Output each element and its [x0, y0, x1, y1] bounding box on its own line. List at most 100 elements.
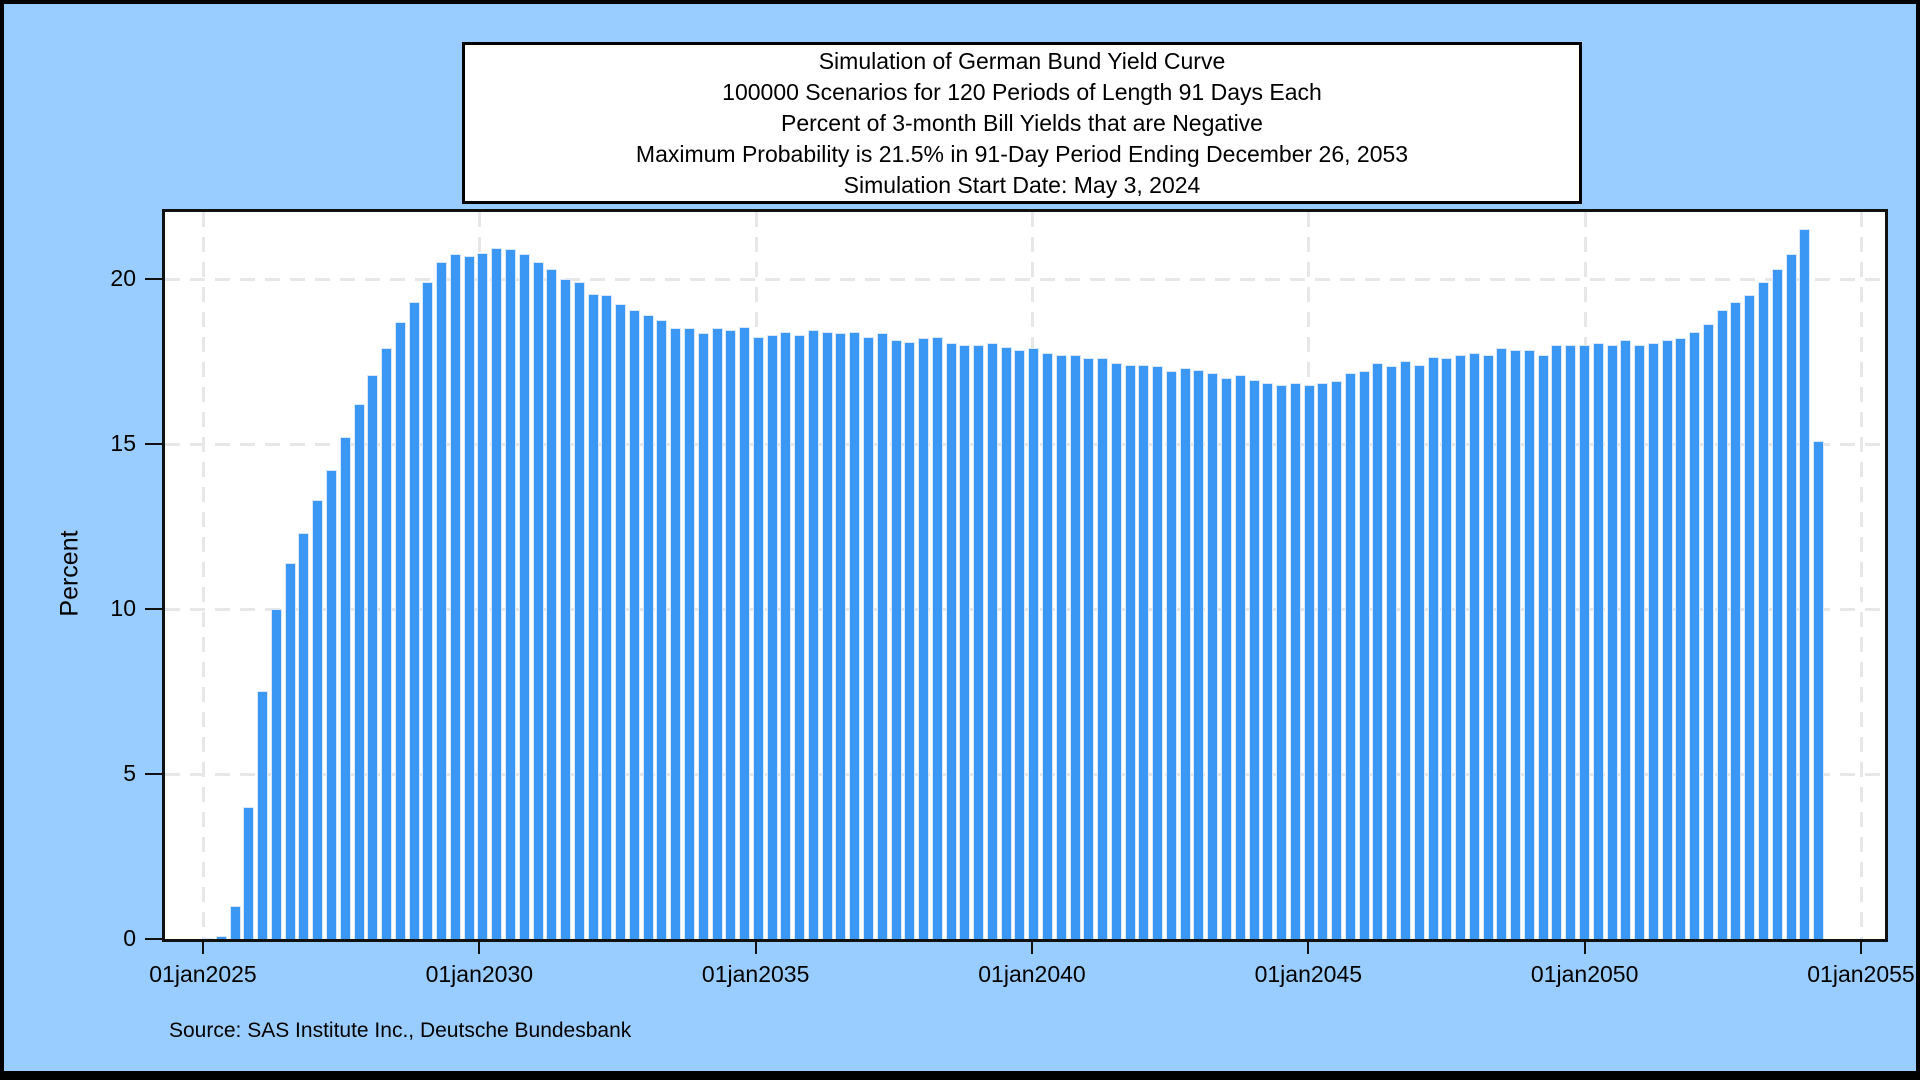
bar-period-110 — [1675, 338, 1687, 939]
x-axis-label-01jan2045: 01jan2045 — [1254, 961, 1363, 987]
bar-period-96 — [1482, 355, 1494, 939]
x-axis-label-01jan2030: 01jan2030 — [425, 961, 534, 987]
bar-period-77 — [1220, 378, 1232, 939]
bar-period-89 — [1386, 366, 1398, 939]
bar-period-87 — [1358, 371, 1370, 939]
bar-period-33 — [615, 304, 627, 939]
bar-period-3 — [202, 938, 214, 939]
bar-period-75 — [1193, 370, 1205, 939]
bar-period-104 — [1592, 343, 1604, 939]
bar-period-94 — [1455, 355, 1467, 939]
bar-period-59 — [973, 345, 985, 939]
bar-period-50 — [849, 332, 861, 939]
bar-period-25 — [504, 249, 516, 939]
bar-period-14 — [353, 404, 365, 939]
x-axis-label-01jan2050: 01jan2050 — [1530, 961, 1639, 987]
bar-period-42 — [739, 327, 751, 939]
title-line-2: 100000 Scenarios for 120 Periods of Leng… — [722, 78, 1322, 105]
gridline-horizontal-20 — [165, 278, 1885, 281]
bar-period-95 — [1468, 353, 1480, 939]
bar-period-31 — [587, 294, 599, 939]
x-axis-label-01jan2040: 01jan2040 — [978, 961, 1086, 987]
bar-period-83 — [1303, 385, 1315, 939]
bar-period-111 — [1689, 332, 1701, 939]
bar-period-15 — [367, 375, 379, 939]
bar-period-60 — [986, 343, 998, 939]
bar-period-118 — [1785, 254, 1797, 939]
bar-period-85 — [1331, 381, 1343, 939]
bar-period-114 — [1730, 302, 1742, 939]
source-note: Source: SAS Institute Inc., Deutsche Bun… — [169, 1019, 632, 1042]
bar-period-32 — [601, 295, 613, 939]
bar-period-35 — [642, 315, 654, 939]
title-line-5: Simulation Start Date: May 3, 2024 — [843, 171, 1201, 198]
bar-period-107 — [1634, 345, 1646, 939]
bar-period-37 — [670, 328, 682, 939]
bar-period-116 — [1757, 282, 1769, 939]
bar-period-120 — [1813, 441, 1825, 939]
bar-period-20 — [436, 262, 448, 939]
title-line-3: Percent of 3-month Bill Yields that are … — [781, 109, 1263, 136]
title-line-4: Maximum Probability is 21.5% in 91-Day P… — [635, 140, 1409, 167]
x-axis-tick-01jan2050 — [1583, 939, 1586, 954]
bar-period-22 — [463, 256, 475, 939]
bar-period-117 — [1771, 269, 1783, 939]
bar-period-24 — [491, 248, 503, 939]
bar-period-27 — [532, 262, 544, 939]
bar-period-102 — [1565, 345, 1577, 939]
bar-period-39 — [697, 333, 709, 939]
bar-period-54 — [904, 342, 916, 939]
bar-period-98 — [1510, 350, 1522, 939]
bar-period-108 — [1647, 343, 1659, 939]
bar-period-67 — [1083, 358, 1095, 939]
chart-title-box: Simulation of German Bund Yield Curve 10… — [462, 42, 1582, 204]
bar-period-8 — [270, 609, 282, 939]
title-line-1: Simulation of German Bund Yield Curve — [818, 47, 1226, 74]
bar-period-4 — [215, 936, 227, 939]
bar-period-69 — [1110, 363, 1122, 939]
x-axis-tick-01jan2035 — [754, 939, 757, 954]
bar-period-86 — [1344, 373, 1356, 939]
bar-period-100 — [1537, 355, 1549, 939]
bar-period-16 — [381, 348, 393, 939]
bar-period-64 — [1041, 353, 1053, 939]
bar-period-80 — [1262, 383, 1274, 939]
bar-period-45 — [780, 332, 792, 939]
bar-period-29 — [560, 279, 572, 939]
bar-period-70 — [1124, 365, 1136, 939]
bar-period-76 — [1207, 373, 1219, 939]
bar-period-91 — [1413, 365, 1425, 939]
plot-area — [162, 209, 1888, 942]
bar-period-103 — [1578, 345, 1590, 939]
bar-period-109 — [1661, 340, 1673, 939]
bar-period-99 — [1523, 350, 1535, 939]
x-axis-tick-01jan2045 — [1307, 939, 1310, 954]
bar-period-11 — [312, 500, 324, 939]
bar-period-55 — [918, 338, 930, 939]
y-axis-label-20: 20 — [110, 265, 136, 291]
bar-period-88 — [1372, 363, 1384, 939]
bar-period-113 — [1716, 310, 1728, 939]
y-axis-label-0: 0 — [123, 925, 136, 951]
bar-period-10 — [298, 533, 310, 939]
y-axis-tick-20 — [145, 278, 162, 280]
bar-period-72 — [1152, 366, 1164, 939]
bar-period-97 — [1496, 348, 1508, 939]
bar-period-17 — [394, 322, 406, 939]
y-axis-tick-5 — [145, 773, 162, 775]
bar-period-6 — [243, 807, 255, 939]
bar-period-13 — [339, 437, 351, 939]
x-axis-label-01jan2055: 01jan2055 — [1807, 961, 1915, 987]
bar-period-93 — [1441, 358, 1453, 939]
bar-period-79 — [1248, 380, 1260, 939]
x-axis-tick-01jan2055 — [1860, 939, 1862, 954]
bar-period-26 — [518, 254, 530, 939]
bar-period-51 — [862, 337, 874, 939]
x-axis-tick-01jan2025 — [202, 939, 204, 954]
bar-period-19 — [422, 282, 434, 939]
bar-period-74 — [1179, 368, 1191, 939]
y-axis-label-10: 10 — [110, 595, 136, 621]
y-axis-tick-0 — [145, 938, 162, 940]
bar-period-82 — [1289, 383, 1301, 939]
bar-period-106 — [1620, 340, 1632, 939]
